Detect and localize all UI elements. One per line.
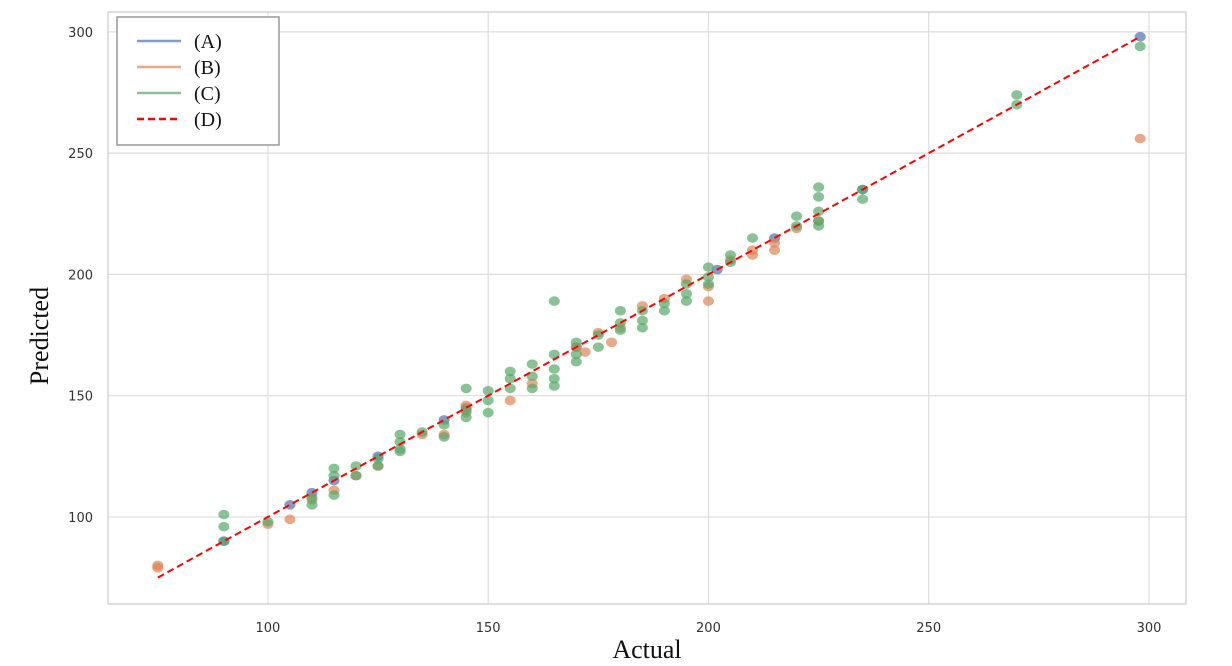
point [482, 386, 494, 396]
point [606, 337, 618, 348]
point [747, 233, 759, 243]
point [482, 407, 494, 418]
point [218, 509, 230, 520]
point [460, 383, 472, 394]
point [328, 463, 340, 474]
point [1134, 41, 1146, 52]
x-tick-label: 300 [1137, 621, 1162, 636]
point [152, 560, 164, 571]
point [636, 315, 648, 326]
point [394, 436, 406, 447]
point [570, 349, 582, 360]
point [328, 490, 340, 500]
point [1134, 133, 1146, 144]
point [592, 342, 604, 352]
point [482, 395, 494, 406]
point [702, 279, 714, 289]
point [680, 289, 692, 299]
point [680, 296, 692, 306]
point [306, 492, 318, 503]
point [460, 412, 472, 423]
y-tick-label: 100 [68, 511, 93, 526]
y-axis-label: Predicted [25, 287, 54, 385]
point [306, 500, 318, 510]
point [813, 221, 825, 231]
point [614, 325, 626, 335]
point [372, 453, 384, 464]
point [680, 279, 692, 289]
point [702, 296, 714, 306]
point [526, 359, 538, 369]
point [570, 337, 582, 348]
point [658, 305, 670, 316]
legend: (A) (B) (C) (D) [116, 16, 280, 146]
point [724, 250, 736, 260]
plot-frame [107, 11, 1187, 605]
point [548, 296, 560, 306]
point [548, 373, 560, 384]
legend-label: (A) [194, 31, 222, 53]
point [636, 322, 648, 333]
point [1134, 31, 1146, 42]
point [702, 262, 714, 272]
point [579, 347, 591, 357]
legend-label: (C) [194, 83, 221, 105]
legend-label: (D) [194, 109, 222, 131]
point [813, 182, 825, 192]
legend-box [116, 16, 280, 146]
y-tick-label: 250 [68, 147, 93, 162]
point [791, 211, 803, 222]
point [504, 373, 516, 384]
x-tick-label: 250 [916, 621, 941, 636]
point [372, 461, 384, 471]
point [592, 330, 604, 340]
point [460, 405, 472, 416]
point [350, 461, 362, 471]
point [218, 536, 230, 546]
point [813, 206, 825, 217]
point [813, 192, 825, 202]
point [548, 381, 560, 391]
point [218, 521, 230, 532]
point [284, 500, 296, 510]
point [614, 305, 626, 316]
point [857, 194, 869, 205]
point [350, 470, 362, 481]
point [284, 514, 296, 525]
point [504, 395, 516, 406]
y-tick-label: 150 [68, 390, 93, 405]
legend-label: (B) [194, 57, 221, 79]
point [394, 429, 406, 440]
point [504, 366, 516, 377]
point [570, 356, 582, 367]
x-axis-label: Actual [612, 635, 681, 664]
point [769, 238, 781, 248]
x-tick-label: 200 [696, 621, 721, 636]
point [328, 470, 340, 481]
point [548, 364, 560, 374]
point [526, 383, 538, 394]
point [1011, 90, 1023, 100]
point [747, 245, 759, 255]
point [769, 245, 781, 255]
fit-line [157, 35, 1141, 579]
x-tick-label: 100 [256, 621, 281, 636]
y-tick-label: 200 [68, 268, 93, 283]
point [394, 446, 406, 457]
x-tick-label: 150 [476, 621, 501, 636]
y-tick-label: 300 [68, 26, 93, 41]
point [702, 272, 714, 282]
point [438, 432, 450, 442]
